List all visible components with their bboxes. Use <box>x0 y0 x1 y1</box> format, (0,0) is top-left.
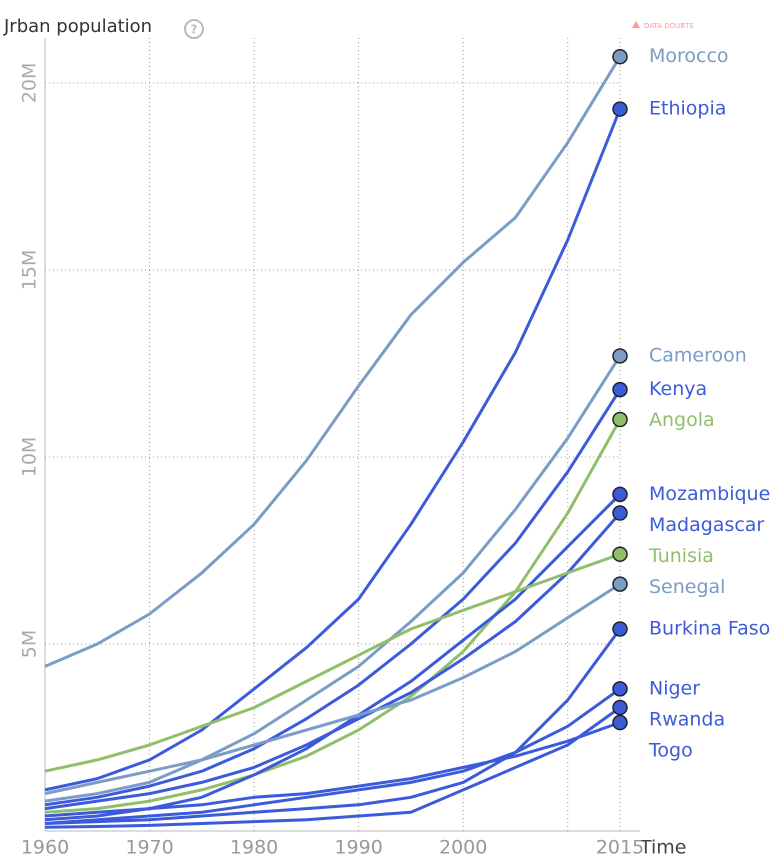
end-dot <box>612 714 628 731</box>
end-dot <box>612 576 628 592</box>
warning-icon <box>632 21 640 28</box>
legend-label: Cameroon <box>649 344 747 366</box>
series-line <box>44 418 622 814</box>
end-dot <box>612 411 628 428</box>
end-dot <box>612 348 628 364</box>
legend-label: Tunisia <box>648 545 714 567</box>
chart-title: Jrban population <box>3 16 152 37</box>
end-dot <box>612 621 628 637</box>
x-tick-label: 1990 <box>334 837 382 859</box>
x-tick-label: 1960 <box>21 837 69 859</box>
legend-label: Madagascar <box>649 514 764 536</box>
series-line <box>44 55 622 668</box>
series-line <box>44 355 622 803</box>
series-line <box>44 493 622 822</box>
series-line <box>44 628 622 825</box>
x-tick-label: 1970 <box>125 837 173 859</box>
legend-label: Senegal <box>649 576 725 598</box>
y-tick-label: 10M <box>19 437 41 478</box>
legend-label: Niger <box>649 677 700 699</box>
series-line <box>44 706 621 829</box>
x-axis-label: Time <box>639 837 687 859</box>
series-line <box>44 582 621 796</box>
end-dot <box>612 505 628 521</box>
legend-label: Rwanda <box>649 708 725 730</box>
legend-label: Togo <box>648 739 693 761</box>
y-tick-label: 20M <box>19 63 41 104</box>
series-line <box>44 721 621 818</box>
help-icon[interactable]: ? <box>184 19 204 39</box>
data-doubts[interactable]: DATA DOUBTS <box>644 22 694 30</box>
legend-label: Morocco <box>649 45 729 67</box>
legend-label: Angola <box>649 409 715 431</box>
end-dot <box>612 48 628 65</box>
x-tick-label: 1980 <box>230 837 278 859</box>
y-tick-label: 5M <box>19 630 41 658</box>
y-tick-label: 15M <box>19 250 41 291</box>
end-dot <box>612 486 628 503</box>
end-dot <box>612 381 628 398</box>
series-line <box>44 687 621 825</box>
legend-label: Ethiopia <box>649 98 726 120</box>
x-tick-label: 2000 <box>439 837 487 859</box>
series-line <box>44 388 622 807</box>
end-dot <box>612 101 628 117</box>
end-dot <box>612 681 628 697</box>
legend-label: Mozambique <box>649 483 770 505</box>
legend-label: Burkina Faso <box>649 618 770 640</box>
series-line <box>44 512 622 811</box>
legend-label: Kenya <box>649 378 707 400</box>
end-dot <box>612 546 628 562</box>
svg-text:?: ? <box>191 23 198 37</box>
x-tick-label: 2015 <box>596 837 644 859</box>
series-line <box>44 552 621 773</box>
series-line <box>44 108 622 792</box>
end-dot <box>612 699 628 716</box>
